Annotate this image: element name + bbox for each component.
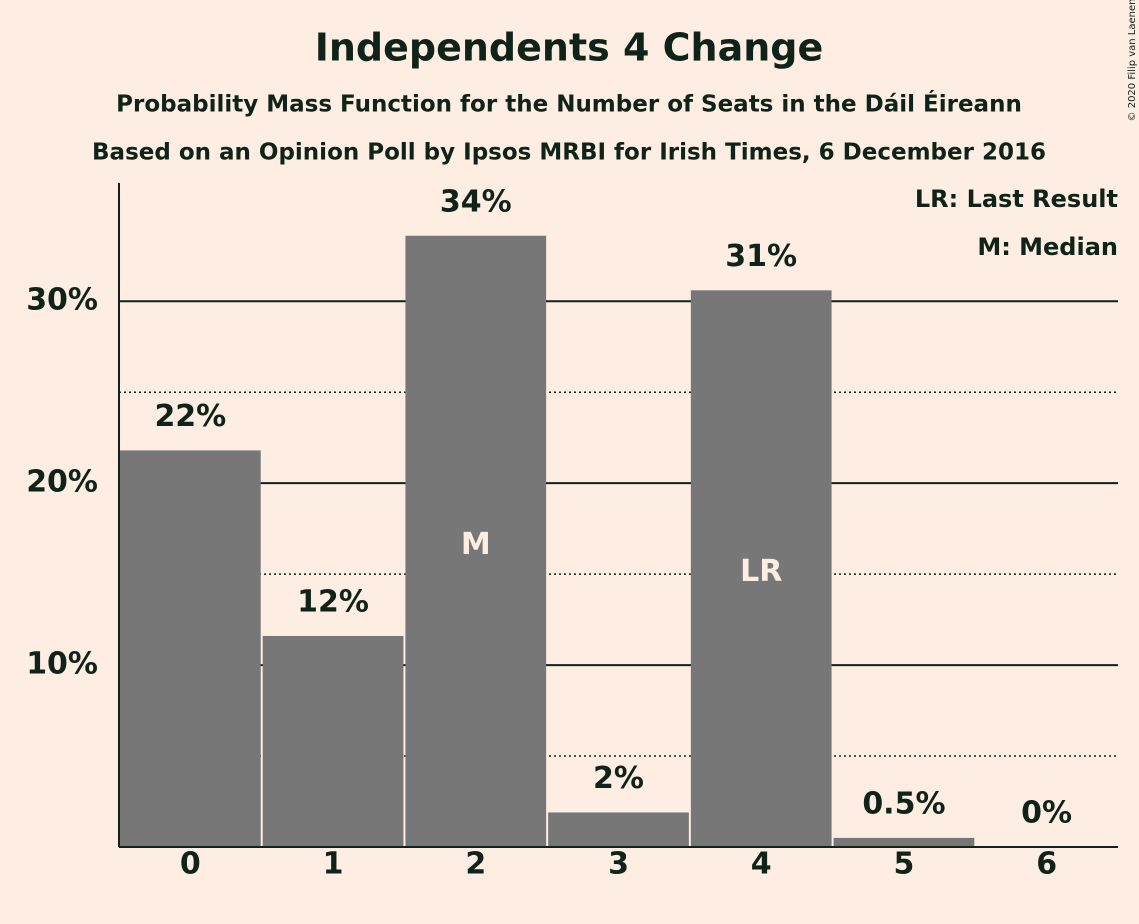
bar-annotation: M: [461, 527, 491, 562]
bar: [548, 812, 689, 847]
legend-entry: LR: Last Result: [915, 185, 1118, 213]
value-label: 31%: [725, 239, 797, 274]
bar: [405, 235, 547, 847]
value-label: 2%: [593, 761, 644, 796]
value-label: 22%: [154, 399, 226, 434]
legend-entry: M: Median: [977, 233, 1118, 261]
bar: [262, 635, 404, 847]
value-label: 34%: [440, 184, 512, 219]
x-tick-label: 6: [1036, 847, 1057, 882]
x-tick-label: 2: [465, 847, 486, 882]
x-tick-label: 1: [323, 847, 344, 882]
value-label: 12%: [297, 584, 369, 619]
chart-subtitle: Based on an Opinion Poll by Ipsos MRBI f…: [92, 140, 1046, 166]
chart-title: Independents 4 Change: [315, 26, 824, 70]
value-label: 0%: [1021, 796, 1072, 831]
copyright: © 2020 Filip van Laenen: [1127, 0, 1138, 121]
bar-annotation: LR: [740, 554, 782, 589]
x-tick-label: 4: [751, 847, 772, 882]
y-tick-label: 20%: [26, 465, 98, 500]
value-label: 0.5%: [862, 786, 945, 821]
x-tick-label: 5: [893, 847, 914, 882]
bar: [833, 837, 975, 847]
x-tick-label: 3: [608, 847, 629, 882]
bar: [120, 450, 261, 847]
x-tick-label: 0: [180, 847, 201, 882]
bar: [690, 290, 832, 847]
y-tick-label: 30%: [26, 283, 98, 318]
y-tick-label: 10%: [26, 647, 98, 682]
chart-subtitle: Probability Mass Function for the Number…: [116, 90, 1022, 118]
